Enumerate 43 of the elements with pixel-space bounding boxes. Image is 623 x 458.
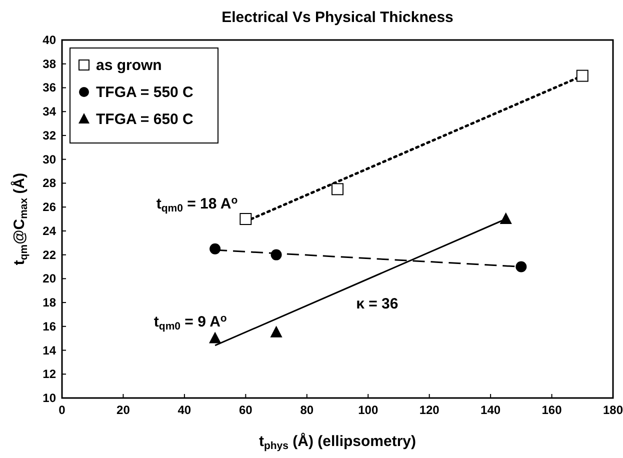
legend-label: TFGA = 550 C	[96, 84, 194, 101]
x-tick-label: 100	[358, 403, 378, 417]
point	[209, 332, 222, 344]
y-tick-label: 20	[42, 272, 56, 286]
annotation: t$_{qm0}$ = 9 A$^{o}$	[154, 312, 227, 332]
y-tick-label: 36	[42, 80, 56, 95]
y-tick-label: 30	[42, 152, 56, 166]
annotation: t$_{qm0}$ = 18 A$^{o}$	[156, 194, 238, 214]
point	[210, 243, 221, 254]
x-tick-label: 40	[178, 403, 192, 417]
y-tick-label: 22	[42, 248, 56, 262]
y-tick-label: 18	[42, 296, 56, 310]
chart-title: Electrical Vs Physical Thickness	[222, 9, 454, 26]
y-tick-label: 28	[42, 176, 56, 190]
x-tick-label: 0	[58, 403, 66, 417]
y-tick-label: 24	[42, 224, 56, 238]
x-tick-label: 60	[238, 403, 253, 417]
y-tick-label: 32	[42, 128, 56, 142]
y-tick-label: 12	[42, 367, 56, 382]
x-tick-label: 120	[419, 403, 440, 417]
x-axis-title: t$_{phys}$ (Å) (ellipsometry)	[258, 432, 416, 452]
point	[332, 183, 344, 196]
point	[240, 213, 252, 225]
y-tick-label: 38	[42, 56, 56, 71]
legend-label: as grown	[96, 57, 162, 74]
y-tick-label: 14	[42, 343, 56, 358]
point	[500, 212, 512, 224]
y-tick-label: 40	[42, 33, 56, 47]
y-tick-label: 10	[42, 391, 56, 405]
x-tick-label: 140	[480, 403, 501, 417]
annotation: κ = 36	[356, 296, 398, 312]
legend-label: TFGA = 650 C	[96, 111, 194, 128]
x-tick-label: 80	[300, 403, 314, 417]
point	[576, 70, 588, 82]
x-tick-label: 20	[116, 403, 130, 417]
point	[516, 261, 527, 272]
x-tick-label: 160	[542, 403, 562, 417]
point	[270, 326, 282, 338]
y-tick-label: 16	[42, 319, 56, 334]
y-tick-label: 34	[42, 104, 56, 119]
y-tick-label: 26	[42, 200, 56, 214]
point	[270, 249, 282, 260]
x-tick-label: 180	[602, 403, 623, 417]
